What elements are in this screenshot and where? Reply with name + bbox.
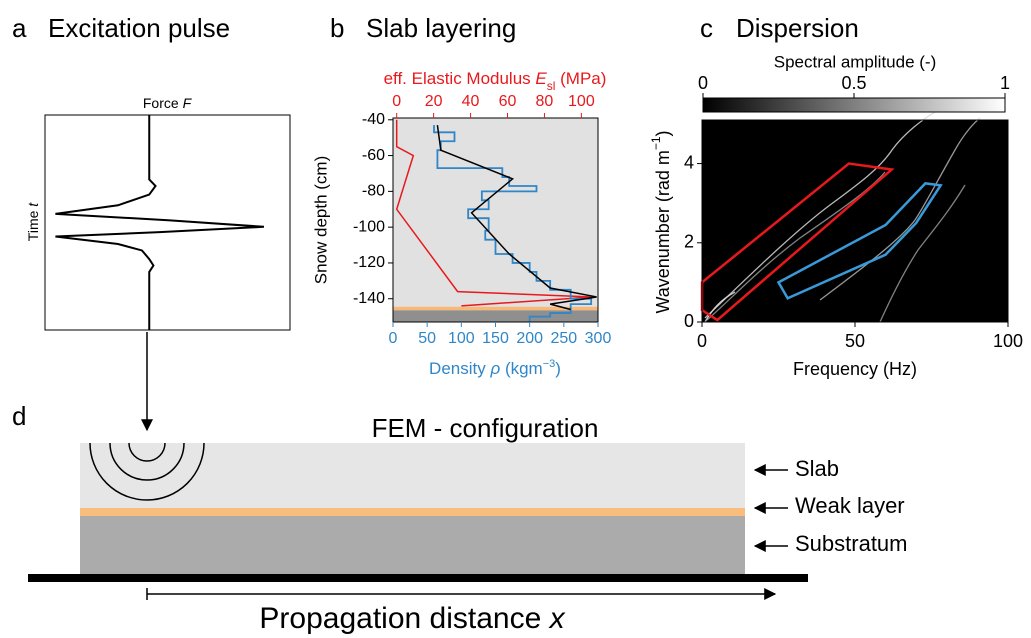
x-tick-label: 200 bbox=[516, 330, 543, 347]
label-part: x bbox=[548, 602, 566, 635]
x-tick-label: 0 bbox=[697, 331, 707, 351]
label-part: Propagation distance bbox=[259, 602, 549, 635]
label-part: Time bbox=[25, 207, 41, 241]
layer-band bbox=[393, 306, 598, 311]
x-tick-label: 0 bbox=[389, 330, 398, 347]
label-part: (MPa) bbox=[555, 69, 606, 88]
label-part: ρ bbox=[489, 359, 500, 378]
y-tick-label: -60 bbox=[362, 147, 385, 164]
axis-label: Propagation distance x bbox=[259, 602, 565, 635]
label-part: Force bbox=[143, 95, 183, 111]
label-part: ) bbox=[653, 130, 673, 136]
label-part: −1 bbox=[649, 136, 663, 150]
x-tick-label: 100 bbox=[448, 330, 475, 347]
label-part: Density bbox=[429, 359, 490, 378]
force-curve bbox=[55, 115, 265, 330]
profile-line bbox=[436, 125, 597, 311]
colorbar-label: Spectral amplitude (-) bbox=[774, 52, 937, 71]
label-part: t bbox=[25, 202, 41, 207]
y-tick-label: -80 bbox=[362, 183, 385, 200]
x-axis-label: Density ρ (kgm−3) bbox=[429, 358, 561, 379]
panel-letter: d bbox=[12, 401, 26, 431]
colorbar-tick-label: 0.5 bbox=[841, 73, 866, 93]
ground bbox=[28, 574, 808, 582]
panel-title: Excitation pulse bbox=[48, 13, 230, 43]
diagram-title: FEM - configuration bbox=[372, 413, 599, 443]
selection-polygon bbox=[776, 182, 943, 300]
x-axis-label: Frequency (Hz) bbox=[793, 359, 917, 379]
label-part: sl bbox=[547, 79, 556, 93]
colorbar bbox=[702, 97, 1006, 113]
colorbar-tick-label: 0 bbox=[698, 73, 708, 93]
y-tick-label: -120 bbox=[353, 254, 385, 271]
y-tick-label: -140 bbox=[353, 290, 385, 307]
x2-tick-label: 20 bbox=[425, 93, 443, 110]
layer-label: Weak layer bbox=[795, 493, 905, 518]
x-tick-label: 100 bbox=[993, 331, 1023, 351]
label-part: −3 bbox=[543, 358, 556, 370]
plot-frame bbox=[44, 114, 291, 331]
label-part: ) bbox=[555, 359, 561, 378]
y-tick-label: 2 bbox=[684, 232, 694, 252]
y-tick-label: 0 bbox=[684, 311, 694, 331]
x2-tick-label: 60 bbox=[499, 93, 517, 110]
x2-tick-label: 80 bbox=[536, 93, 554, 110]
panel-title: Slab layering bbox=[366, 13, 516, 43]
label-part: E bbox=[535, 69, 547, 88]
substratum-layer bbox=[80, 516, 745, 575]
colorbar-tick-label: 1 bbox=[1000, 73, 1010, 93]
panel-title: Dispersion bbox=[736, 13, 859, 43]
y-tick-label: 4 bbox=[684, 152, 694, 172]
layer-label: Slab bbox=[795, 456, 839, 481]
panel-letter: c bbox=[700, 13, 713, 43]
spectrum-background bbox=[702, 120, 1008, 322]
x2-axis-label: eff. Elastic Modulus Esl (MPa) bbox=[384, 69, 607, 93]
y-axis-label: Time t bbox=[25, 202, 41, 241]
x-tick-label: 250 bbox=[550, 330, 577, 347]
weak-layer bbox=[80, 508, 745, 516]
x2-tick-label: 100 bbox=[568, 93, 595, 110]
layer-label: Substratum bbox=[795, 531, 908, 556]
y-axis-label: Wavenumber (rad m−1) bbox=[649, 130, 673, 313]
label-part: eff. Elastic Modulus bbox=[384, 69, 536, 88]
plot-background bbox=[393, 118, 598, 322]
x-axis-label: Force F bbox=[143, 95, 193, 111]
x2-tick-label: 0 bbox=[392, 93, 401, 110]
x-tick-label: 50 bbox=[418, 330, 436, 347]
x-tick-label: 50 bbox=[845, 331, 865, 351]
y-tick-label: -100 bbox=[353, 218, 385, 235]
wave-fronts bbox=[89, 443, 205, 501]
panel-letter: a bbox=[12, 13, 27, 43]
label-part: F bbox=[183, 95, 193, 111]
x-tick-label: 300 bbox=[585, 330, 612, 347]
x2-tick-label: 40 bbox=[462, 93, 480, 110]
layer-band bbox=[393, 310, 598, 322]
panel-letter: b bbox=[330, 13, 344, 43]
y-tick-label: -40 bbox=[362, 111, 385, 128]
label-part: Wavenumber (rad m bbox=[653, 150, 673, 313]
slab-layer bbox=[80, 443, 745, 508]
x-tick-label: 150 bbox=[482, 330, 509, 347]
label-part: (kgm bbox=[500, 359, 543, 378]
y-axis-label: Snow depth (cm) bbox=[311, 156, 330, 285]
